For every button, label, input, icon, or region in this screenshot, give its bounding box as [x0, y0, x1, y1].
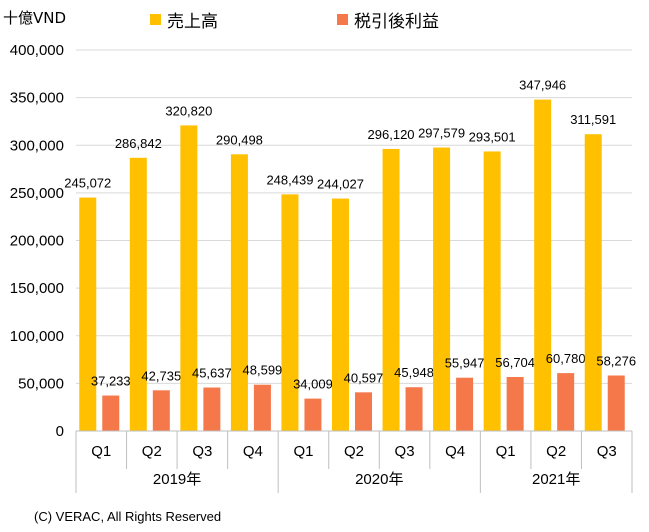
data-label-revenue: 248,439 — [266, 172, 313, 187]
data-label-revenue: 293,501 — [469, 129, 516, 144]
data-label-revenue: 296,120 — [368, 127, 415, 142]
legend-item-revenue: 売上高 — [150, 7, 218, 32]
data-label-profit: 45,948 — [394, 365, 434, 380]
x-tick-label-quarter: Q1 — [293, 443, 313, 460]
x-tick-label-quarter: Q2 — [344, 443, 364, 460]
data-label-revenue: 245,072 — [64, 176, 111, 191]
bar-revenue — [382, 148, 400, 432]
data-label-profit: 60,780 — [546, 351, 586, 366]
x-tick-label-quarter: Q1 — [496, 443, 516, 460]
bar-profit — [304, 398, 322, 431]
y-tick-label: 350,000 — [10, 90, 64, 107]
bar-profit — [456, 377, 474, 431]
x-tick-label-year: 2019年 — [153, 471, 201, 488]
bar-profit — [102, 395, 120, 431]
y-tick-label: 150,000 — [10, 280, 64, 297]
y-tick-label: 300,000 — [10, 137, 64, 154]
bar-profit — [557, 373, 575, 431]
bar-profit — [607, 375, 625, 431]
x-tick-label-quarter: Q2 — [142, 443, 162, 460]
x-tick-label-quarter: Q1 — [91, 443, 111, 460]
x-tick-label-quarter: Q3 — [395, 443, 415, 460]
y-tick-label: 100,000 — [10, 328, 64, 345]
legend-swatch-revenue — [150, 14, 161, 25]
data-label-profit: 40,597 — [344, 370, 384, 385]
legend-label-revenue: 売上高 — [167, 12, 218, 32]
bar-revenue — [534, 99, 552, 432]
data-label-profit: 37,233 — [91, 374, 131, 389]
legend-swatch-profit — [337, 14, 348, 25]
data-label-profit: 42,735 — [141, 368, 181, 383]
x-tick-label-quarter: Q3 — [192, 443, 212, 460]
x-tick-label-quarter: Q3 — [597, 443, 617, 460]
bar-revenue — [281, 194, 299, 431]
y-tick-label: 400,000 — [10, 42, 64, 59]
data-label-profit: 55,947 — [445, 356, 485, 371]
y-tick-label: 200,000 — [10, 233, 64, 250]
y-tick-label: 250,000 — [10, 185, 64, 202]
data-label-revenue: 244,027 — [317, 177, 364, 192]
x-tick-label-quarter: Q4 — [445, 443, 465, 460]
x-tick-label-quarter: Q4 — [243, 443, 263, 460]
bar-revenue — [79, 197, 97, 431]
data-label-revenue: 311,591 — [570, 112, 616, 127]
bar-revenue — [584, 134, 602, 431]
bar-revenue — [129, 157, 147, 431]
data-label-profit: 58,276 — [596, 353, 636, 368]
bar-profit — [152, 390, 170, 431]
bar-profit — [253, 384, 271, 431]
data-label-profit: 45,637 — [192, 366, 232, 381]
bar-revenue — [230, 154, 248, 431]
data-label-profit: 34,009 — [293, 377, 333, 392]
y-axis-unit-label: 十億VND — [3, 9, 67, 27]
data-label-profit: 48,599 — [243, 363, 283, 378]
data-label-revenue: 297,579 — [418, 126, 465, 141]
bar-revenue — [332, 198, 349, 431]
data-label-revenue: 320,820 — [165, 103, 212, 118]
x-tick-label-year: 2020年 — [355, 471, 403, 488]
bar-revenue — [483, 151, 501, 431]
legend-item-profit: 税引後利益 — [337, 7, 439, 32]
bar-profit — [405, 387, 423, 431]
data-label-profit: 56,704 — [495, 355, 535, 370]
copyright-notice: (C) VERAC, All Rights Reserved — [34, 509, 222, 524]
data-label-revenue: 286,842 — [115, 136, 162, 151]
bar-profit — [203, 387, 221, 431]
y-tick-label: 0 — [56, 423, 64, 440]
legend-label-profit: 税引後利益 — [354, 12, 439, 32]
bar-profit — [506, 376, 524, 431]
y-tick-label: 50,000 — [18, 375, 64, 392]
bar-revenue — [433, 147, 451, 431]
data-label-revenue: 290,498 — [216, 132, 263, 147]
bar-revenue — [180, 125, 198, 432]
x-tick-label-quarter: Q2 — [546, 443, 566, 460]
data-label-revenue: 347,946 — [519, 78, 566, 93]
x-tick-label-year: 2021年 — [532, 471, 580, 488]
bar-profit — [355, 392, 372, 431]
